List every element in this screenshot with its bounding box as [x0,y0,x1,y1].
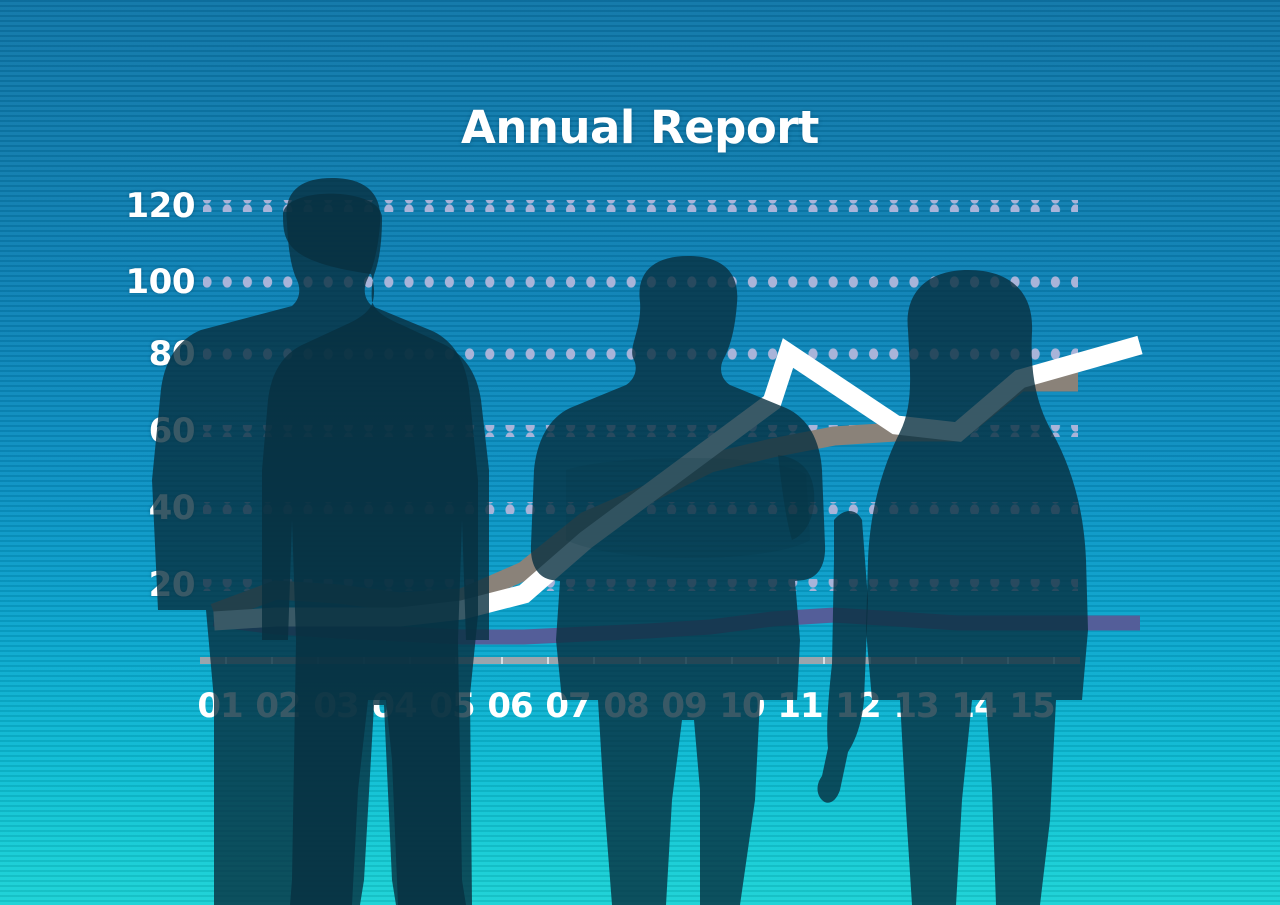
x-tick-02: 02 [255,686,301,726]
page-title: Annual Report [461,101,819,154]
x-tick-06: 06 [487,686,533,726]
y-tick-120: 120 [125,186,196,226]
x-tick-13: 13 [893,686,939,726]
y-tick-60: 60 [148,411,196,451]
x-axis-line [200,657,1080,664]
x-tick-10: 10 [719,686,765,726]
x-tick-15: 15 [1009,686,1055,726]
gridlines [203,200,1078,591]
x-tick-03: 03 [313,686,359,726]
y-tick-20: 20 [148,565,196,605]
x-tick-01: 01 [197,686,243,726]
x-tick-12: 12 [835,686,881,726]
x-tick-11: 11 [777,686,823,726]
y-tick-40: 40 [148,488,196,528]
x-tick-07: 07 [545,686,591,726]
x-tick-04: 04 [371,686,417,726]
x-tick-09: 09 [661,686,707,726]
y-tick-80: 80 [148,334,196,374]
y-tick-100: 100 [125,262,196,302]
x-tick-05: 05 [429,686,475,726]
x-tick-08: 08 [603,686,649,726]
x-tick-14: 14 [951,686,997,726]
